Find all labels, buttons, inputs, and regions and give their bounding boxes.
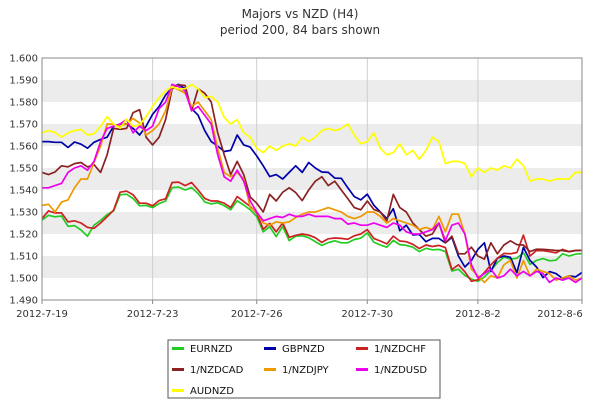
legend-label: GBPNZD: [282, 344, 325, 355]
grid-band: [42, 58, 582, 80]
grid-band: [42, 124, 582, 146]
chart-title: Majors vs NZD (H4): [242, 7, 359, 21]
legend-label: AUDNZD: [190, 386, 234, 397]
legend-swatch: [172, 368, 184, 371]
legend-swatch: [264, 347, 276, 350]
y-tick-label: 1.600: [9, 54, 38, 65]
y-tick-label: 1.550: [9, 164, 38, 175]
y-tick-label: 1.570: [9, 120, 38, 131]
grid-band: [42, 102, 582, 124]
series-line-audnzd: [41, 83, 582, 183]
chart-subtitle: period 200, 84 bars shown: [220, 23, 380, 37]
x-tick-label: 2012-7-23: [127, 309, 179, 320]
y-tick-label: 1.510: [9, 252, 38, 263]
legend-swatch: [356, 368, 368, 371]
legend-swatch: [172, 389, 184, 392]
x-tick-label: 2012-8-2: [455, 309, 500, 320]
legend-label: 1/NZDUSD: [374, 365, 427, 376]
y-tick-label: 1.590: [9, 76, 38, 87]
series-line-1-nzdjpy: [41, 85, 583, 284]
y-tick-label: 1.540: [9, 186, 38, 197]
grid-band: [42, 278, 582, 300]
x-tick-label: 2012-8-6: [537, 309, 582, 320]
y-tick-label: 1.580: [9, 98, 38, 109]
grid-band: [42, 168, 582, 190]
y-tick-label: 1.520: [9, 230, 38, 241]
legend-swatch: [172, 347, 184, 350]
legend-label: 1/NZDCAD: [190, 365, 244, 376]
series-line-1-nzdusd: [42, 83, 583, 284]
y-axis: 1.490 1.500 1.510 1.520 1.530 1.540 1.550 1.560…: [9, 54, 38, 307]
legend-label: 1/NZDJPY: [282, 365, 330, 376]
y-tick-label: 1.500: [9, 274, 38, 285]
x-axis: 2012-7-19 2012-7-23 2012-7-26 2012-7-30 2012…: [16, 300, 583, 320]
legend-label: 1/NZDCHF: [374, 344, 426, 355]
grid-band: [42, 256, 582, 278]
x-tick-label: 2012-7-19: [16, 309, 68, 320]
series-lines: [41, 83, 583, 284]
plot-frame: [41, 57, 583, 301]
legend-box: [167, 339, 441, 399]
x-tick-label: 2012-7-26: [231, 309, 283, 320]
grid-band: [42, 80, 582, 102]
grid-bands: [42, 58, 582, 300]
legend-swatch: [356, 347, 368, 350]
series-line-1-nzdcad: [41, 83, 583, 260]
y-tick-label: 1.560: [9, 142, 38, 153]
legend-label: EURNZD: [190, 344, 233, 355]
y-tick-label: 1.490: [9, 296, 38, 307]
y-tick-label: 1.530: [9, 208, 38, 219]
series-line-1-nzdchf: [41, 181, 583, 283]
x-tick-label: 2012-7-30: [341, 309, 393, 320]
legend-swatch: [264, 368, 276, 371]
series-line-gbpnzd: [42, 83, 583, 280]
legend: EURNZD GBPNZD 1/NZDCHF 1/NZDCAD 1/NZDJPY 1/NZ…: [167, 339, 441, 399]
grid-band: [42, 190, 582, 212]
